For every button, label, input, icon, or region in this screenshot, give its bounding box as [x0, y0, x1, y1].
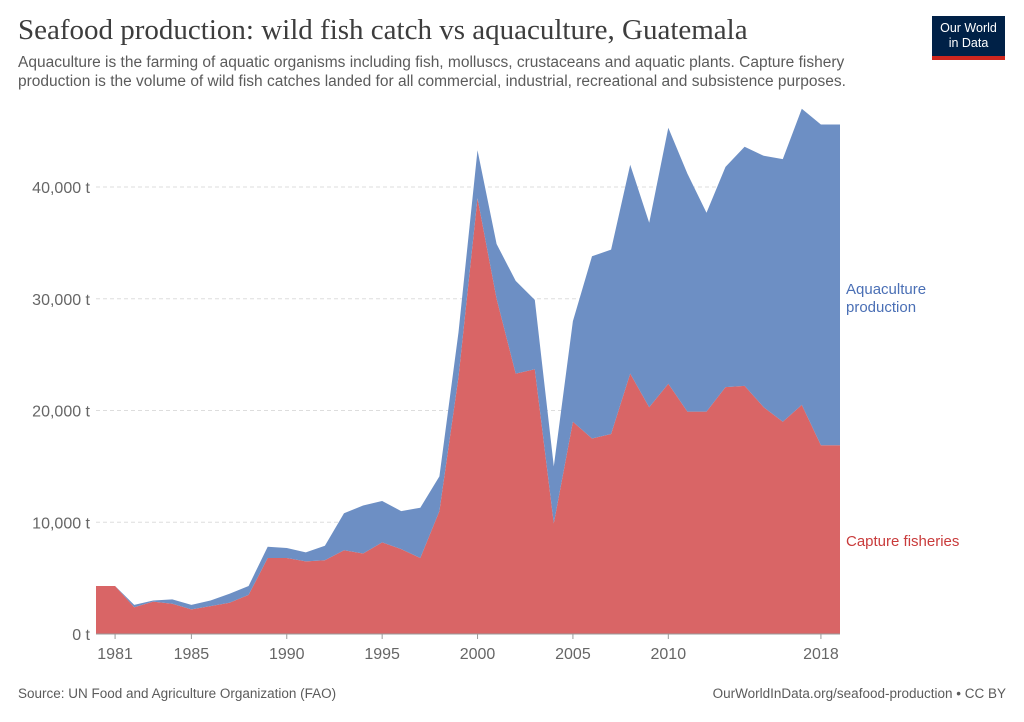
series-labels: Aquaculture production Capture fisheries: [846, 281, 959, 550]
y-tick-label: 40,000 t: [32, 180, 90, 197]
logo-line-1: Our World: [940, 21, 997, 35]
x-tick-label: 1995: [364, 646, 400, 663]
credit-link[interactable]: OurWorldInData.org/seafood-production • …: [712, 686, 1006, 701]
y-tick-label: 0 t: [72, 627, 90, 644]
chart-title: Seafood production: wild fish catch vs a…: [18, 14, 748, 46]
aquaculture-production-area: [96, 108, 840, 610]
logo-line-2: in Data: [948, 36, 989, 50]
x-tick-label: 1985: [174, 646, 210, 663]
capture-fisheries-area: [96, 198, 840, 634]
source-note: Source: UN Food and Agriculture Organiza…: [18, 686, 337, 701]
y-tick-label: 30,000 t: [32, 292, 90, 309]
aquaculture-label-line-1: Aquaculture: [846, 281, 926, 298]
x-tick-label: 2005: [555, 646, 591, 663]
x-tick-label: 2000: [460, 646, 496, 663]
capture-fisheries-label: Capture fisheries: [846, 533, 959, 550]
x-tick-label: 2010: [651, 646, 687, 663]
x-tick-label: 1990: [269, 646, 305, 663]
y-tick-label: 20,000 t: [32, 404, 90, 421]
y-tick-label: 10,000 t: [32, 515, 90, 532]
stacked-areas: [96, 108, 840, 634]
chart-subtitle: Aquaculture is the farming of aquatic or…: [18, 54, 846, 90]
x-tick-label: 2018: [803, 646, 839, 663]
x-tick-label: 1981: [97, 646, 133, 663]
aquaculture-label-line-2: production: [846, 299, 916, 316]
axes: 1981 1985 1990 1995 2000 2005 2010 2018: [96, 633, 840, 663]
owid-logo[interactable]: Our World in Data: [932, 16, 1005, 60]
